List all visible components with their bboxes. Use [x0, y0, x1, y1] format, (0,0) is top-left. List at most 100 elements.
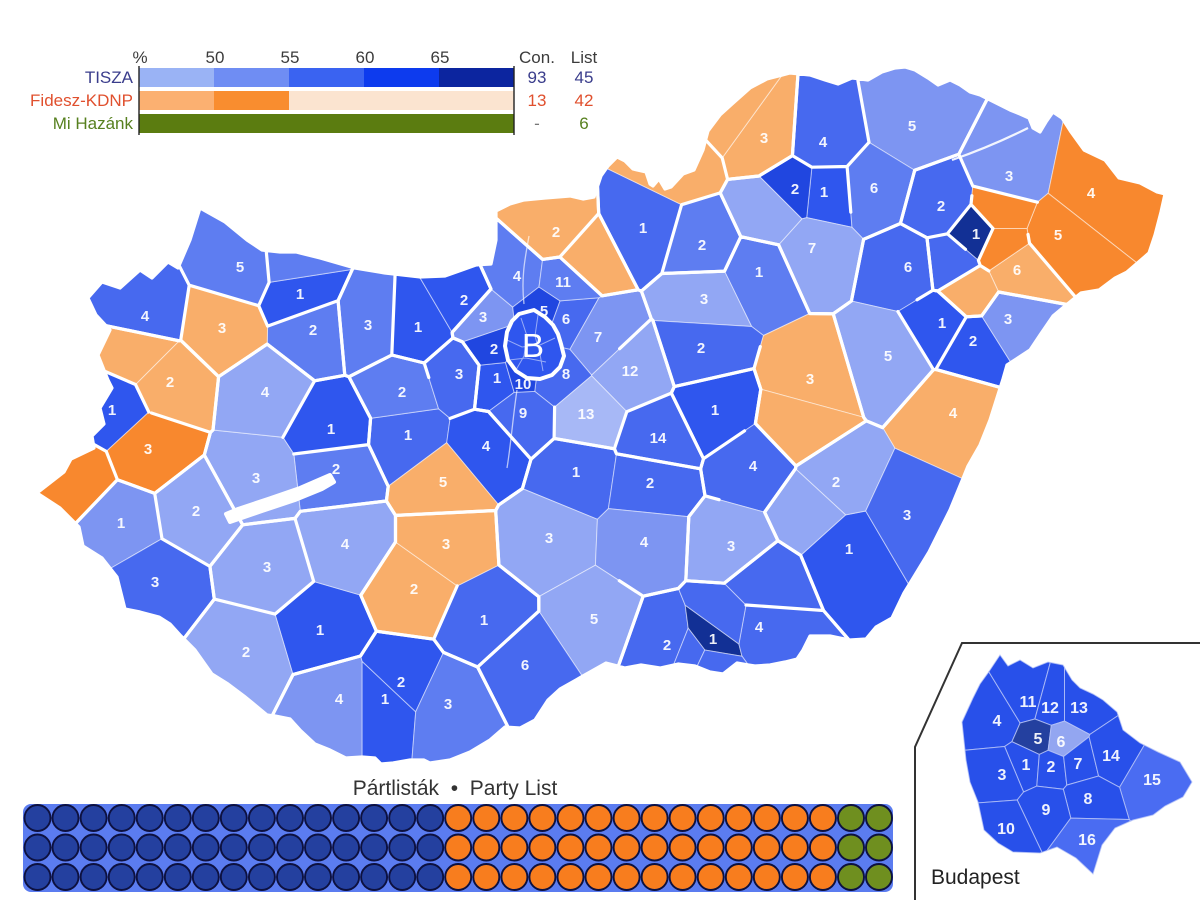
svg-text:2: 2 [410, 581, 418, 598]
svg-text:93: 93 [528, 68, 547, 87]
svg-text:B: B [522, 327, 544, 364]
svg-text:1: 1 [327, 421, 335, 438]
svg-text:3: 3 [998, 767, 1007, 784]
svg-text:3: 3 [545, 530, 553, 547]
svg-text:3: 3 [364, 317, 372, 334]
svg-text:5: 5 [1054, 227, 1062, 244]
svg-text:2: 2 [663, 637, 671, 654]
svg-text:1: 1 [117, 515, 125, 532]
svg-text:1: 1 [404, 427, 412, 444]
svg-text:Mi Hazánk: Mi Hazánk [53, 114, 134, 133]
svg-text:1: 1 [820, 184, 828, 201]
svg-text:1: 1 [972, 226, 980, 243]
svg-text:2: 2 [166, 374, 174, 391]
svg-text:3: 3 [252, 470, 260, 487]
svg-text:12: 12 [1041, 700, 1059, 717]
svg-text:6: 6 [904, 259, 912, 276]
svg-text:5: 5 [884, 348, 892, 365]
svg-text:2: 2 [398, 384, 406, 401]
svg-text:3: 3 [760, 130, 768, 147]
svg-text:3: 3 [151, 574, 159, 591]
svg-text:List: List [571, 48, 598, 67]
svg-text:60: 60 [356, 48, 375, 67]
svg-text:-: - [534, 114, 540, 133]
svg-text:1: 1 [381, 691, 389, 708]
svg-text:2: 2 [646, 475, 654, 492]
svg-text:2: 2 [937, 198, 945, 215]
svg-text:2: 2 [397, 674, 405, 691]
svg-text:12: 12 [622, 363, 639, 380]
svg-text:3: 3 [700, 291, 708, 308]
svg-text:3: 3 [903, 507, 911, 524]
svg-text:2: 2 [242, 644, 250, 661]
svg-text:14: 14 [650, 430, 667, 447]
svg-text:8: 8 [1084, 791, 1093, 808]
svg-text:1: 1 [108, 402, 116, 419]
svg-text:4: 4 [341, 536, 350, 553]
svg-text:2: 2 [460, 292, 468, 309]
svg-text:1: 1 [639, 220, 647, 237]
svg-text:3: 3 [144, 441, 152, 458]
svg-text:1: 1 [709, 631, 717, 648]
svg-text:5: 5 [439, 474, 447, 491]
svg-text:2: 2 [698, 237, 706, 254]
svg-text:45: 45 [575, 68, 594, 87]
svg-text:13: 13 [528, 91, 547, 110]
svg-text:Fidesz-KDNP: Fidesz-KDNP [30, 91, 133, 110]
svg-text:1: 1 [480, 612, 488, 629]
svg-text:50: 50 [206, 48, 225, 67]
svg-text:10: 10 [997, 821, 1015, 838]
svg-text:3: 3 [444, 696, 452, 713]
svg-text:13: 13 [578, 406, 595, 423]
svg-text:6: 6 [870, 180, 878, 197]
svg-text:1: 1 [938, 315, 946, 332]
svg-text:4: 4 [141, 308, 150, 325]
svg-text:4: 4 [513, 268, 522, 285]
svg-text:8: 8 [562, 366, 570, 383]
svg-text:4: 4 [261, 384, 270, 401]
svg-text:3: 3 [442, 536, 450, 553]
svg-text:10: 10 [515, 376, 532, 393]
svg-text:Con.: Con. [519, 48, 555, 67]
svg-text:15: 15 [1143, 772, 1161, 789]
svg-text:3: 3 [263, 559, 271, 576]
svg-text:Budapest: Budapest [931, 866, 1020, 889]
svg-text:6: 6 [521, 657, 529, 674]
svg-text:1: 1 [493, 370, 501, 387]
svg-text:3: 3 [479, 309, 487, 326]
svg-text:2: 2 [192, 503, 200, 520]
svg-text:6: 6 [1013, 262, 1021, 279]
svg-text:7: 7 [1074, 756, 1083, 773]
svg-text:1: 1 [316, 622, 324, 639]
svg-text:9: 9 [519, 405, 527, 422]
svg-text:4: 4 [482, 438, 491, 455]
svg-text:3: 3 [727, 538, 735, 555]
svg-text:1: 1 [1022, 757, 1031, 774]
svg-text:5: 5 [1034, 731, 1043, 748]
svg-text:2: 2 [832, 474, 840, 491]
svg-text:16: 16 [1078, 832, 1096, 849]
svg-text:1: 1 [572, 464, 580, 481]
svg-text:2: 2 [791, 181, 799, 198]
svg-text:1: 1 [711, 402, 719, 419]
svg-text:5: 5 [590, 611, 598, 628]
svg-text:2: 2 [490, 341, 498, 358]
svg-text:6: 6 [1057, 734, 1066, 751]
svg-text:2: 2 [1047, 759, 1056, 776]
svg-text:1: 1 [755, 264, 763, 281]
svg-text:4: 4 [755, 619, 764, 636]
svg-text:4: 4 [335, 691, 344, 708]
svg-text:2: 2 [309, 322, 317, 339]
svg-text:3: 3 [455, 366, 463, 383]
svg-text:1: 1 [845, 541, 853, 558]
svg-text:4: 4 [993, 713, 1002, 730]
svg-text:2: 2 [552, 224, 560, 241]
svg-text:4: 4 [1087, 185, 1096, 202]
svg-text:7: 7 [594, 329, 602, 346]
svg-text:13: 13 [1070, 700, 1088, 717]
svg-text:3: 3 [806, 371, 814, 388]
svg-text:9: 9 [1042, 802, 1051, 819]
svg-text:3: 3 [1005, 168, 1013, 185]
svg-text:2: 2 [697, 340, 705, 357]
svg-text:6: 6 [562, 311, 570, 328]
